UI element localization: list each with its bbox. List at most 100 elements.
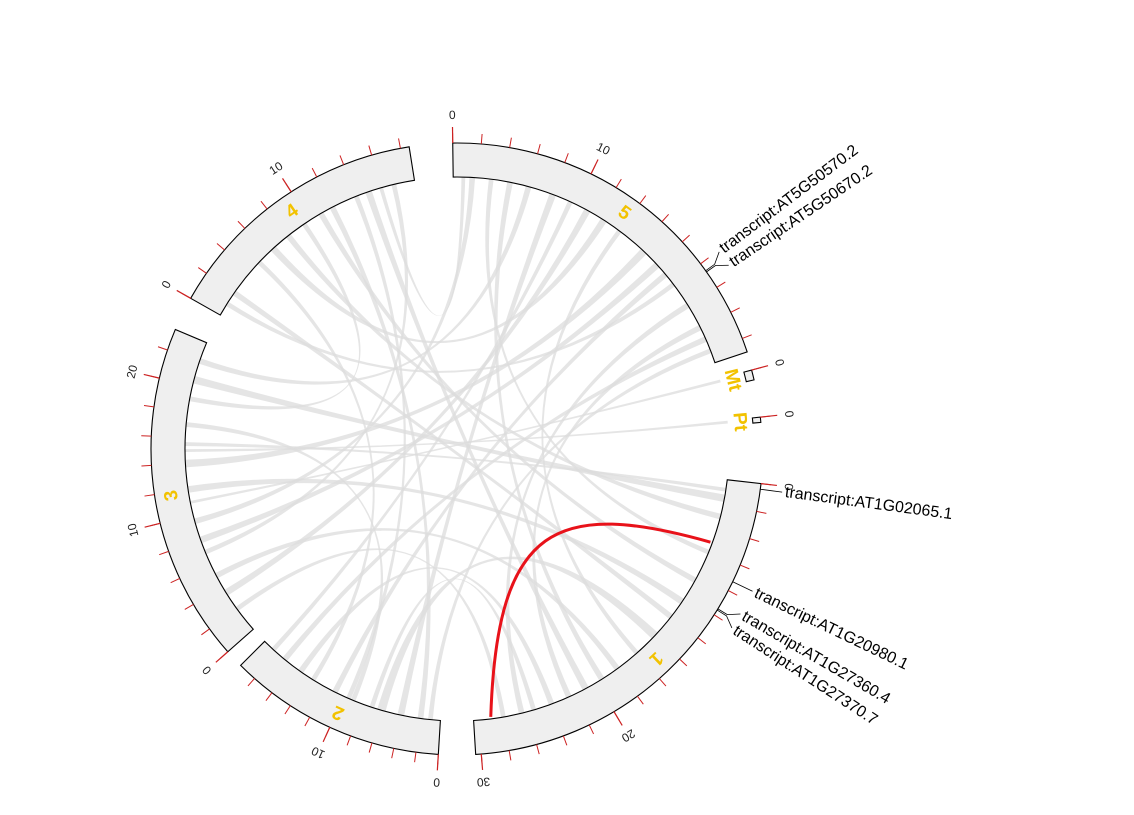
gene-connector bbox=[716, 609, 733, 629]
links-layer bbox=[185, 177, 728, 720]
tick-mark bbox=[398, 138, 401, 149]
tick-label: 0 bbox=[449, 108, 456, 122]
major-tick bbox=[751, 365, 769, 371]
tick-mark bbox=[679, 658, 688, 667]
tick-mark bbox=[742, 334, 752, 339]
gene-connector bbox=[760, 488, 783, 493]
tick-mark bbox=[639, 195, 647, 204]
tick-mark bbox=[284, 705, 291, 715]
tick-mark bbox=[170, 578, 180, 584]
tick-mark bbox=[537, 144, 541, 154]
tick-mark bbox=[197, 267, 207, 274]
gene-connector bbox=[717, 608, 741, 616]
tick-label: 0 bbox=[772, 358, 787, 368]
tick-mark bbox=[201, 628, 210, 636]
tick-mark bbox=[311, 167, 318, 178]
major-tick bbox=[322, 727, 331, 743]
tick-mark bbox=[756, 510, 767, 514]
major-tick bbox=[613, 711, 623, 726]
gene-label-layer: transcript:AT1G02065.1transcript:AT1G209… bbox=[705, 142, 954, 729]
tick-label: 10 bbox=[125, 522, 142, 539]
tick-mark bbox=[536, 744, 540, 755]
tick-label: 0 bbox=[199, 663, 214, 678]
tick-mark bbox=[730, 307, 740, 313]
chromosome-label-pt: Pt bbox=[728, 411, 751, 433]
gene-connector bbox=[706, 264, 729, 273]
tick-label: 10 bbox=[309, 743, 327, 761]
tick-mark bbox=[588, 724, 595, 735]
tick-mark bbox=[713, 614, 723, 621]
tick-mark bbox=[339, 155, 345, 165]
tick-mark bbox=[562, 735, 568, 746]
link-ribbon bbox=[369, 578, 537, 711]
link-ribbon bbox=[185, 422, 384, 702]
link-ribbon bbox=[397, 193, 556, 716]
tick-mark bbox=[237, 220, 246, 229]
tick-mark bbox=[159, 550, 169, 556]
tick-label: 0 bbox=[782, 410, 797, 418]
tick-layer: 0 20 30 0 10 0 10 20 0 10 0 10 0 0 bbox=[124, 108, 797, 790]
tick-mark bbox=[143, 405, 154, 408]
gene-connector bbox=[705, 251, 720, 272]
highlight-layer bbox=[489, 522, 711, 717]
chromosome-band-mt bbox=[743, 369, 755, 383]
tick-mark bbox=[739, 564, 750, 570]
major-tick bbox=[176, 289, 191, 299]
major-tick bbox=[143, 373, 160, 379]
chromosome-band-pt bbox=[751, 416, 762, 424]
tick-label: 10 bbox=[594, 140, 612, 159]
chromosome-band-3 bbox=[150, 328, 255, 653]
major-tick bbox=[282, 178, 292, 193]
link-ribbon bbox=[379, 177, 466, 316]
tick-mark bbox=[368, 145, 373, 156]
tick-mark bbox=[260, 200, 268, 210]
major-tick bbox=[760, 483, 777, 487]
tick-mark bbox=[368, 742, 373, 753]
tick-mark bbox=[141, 464, 152, 467]
tick-mark bbox=[216, 243, 225, 251]
tick-label: 0 bbox=[781, 483, 796, 492]
tick-mark bbox=[509, 137, 512, 148]
link-ribbon bbox=[494, 181, 605, 681]
link-ribbon bbox=[232, 290, 673, 619]
link-ribbon bbox=[346, 195, 406, 700]
chromosome-band-1 bbox=[473, 479, 762, 756]
tick-mark bbox=[749, 538, 760, 543]
tick-mark bbox=[564, 153, 569, 163]
gene-label: transcript:AT1G02065.1 bbox=[784, 484, 954, 523]
tick-mark bbox=[414, 752, 417, 763]
tick-mark bbox=[728, 590, 738, 596]
major-tick bbox=[436, 754, 439, 771]
link-ribbon bbox=[190, 379, 721, 504]
chromosome-band-2 bbox=[239, 640, 441, 756]
tick-mark bbox=[637, 695, 644, 705]
major-tick bbox=[215, 651, 229, 663]
tick-mark bbox=[480, 133, 483, 145]
tick-mark bbox=[265, 692, 273, 701]
major-tick bbox=[590, 159, 599, 175]
tick-label: 20 bbox=[619, 726, 638, 745]
link-ribbon bbox=[270, 218, 607, 344]
tick-mark bbox=[157, 346, 168, 351]
link-ribbon bbox=[185, 420, 728, 452]
tick-label: 10 bbox=[267, 159, 286, 178]
tick-mark bbox=[508, 750, 512, 761]
tick-mark bbox=[615, 178, 622, 188]
link-ribbon bbox=[365, 190, 589, 691]
tick-label: 0 bbox=[159, 278, 175, 291]
tick-mark bbox=[700, 257, 709, 265]
major-tick bbox=[760, 414, 778, 418]
link-ribbon bbox=[198, 185, 532, 385]
link-ribbon bbox=[298, 567, 555, 706]
chromosome-label-mt: Mt bbox=[720, 367, 746, 394]
tick-mark bbox=[391, 748, 395, 759]
tick-mark bbox=[346, 735, 352, 746]
tick-label: 0 bbox=[433, 775, 441, 789]
chromosome-band-4 bbox=[189, 146, 416, 316]
major-tick bbox=[480, 753, 484, 771]
tick-label: 20 bbox=[124, 363, 141, 380]
tick-mark bbox=[658, 678, 667, 687]
tick-mark bbox=[681, 234, 690, 243]
